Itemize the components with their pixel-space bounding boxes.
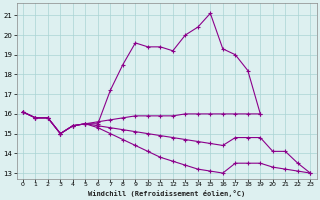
X-axis label: Windchill (Refroidissement éolien,°C): Windchill (Refroidissement éolien,°C) [88,190,245,197]
